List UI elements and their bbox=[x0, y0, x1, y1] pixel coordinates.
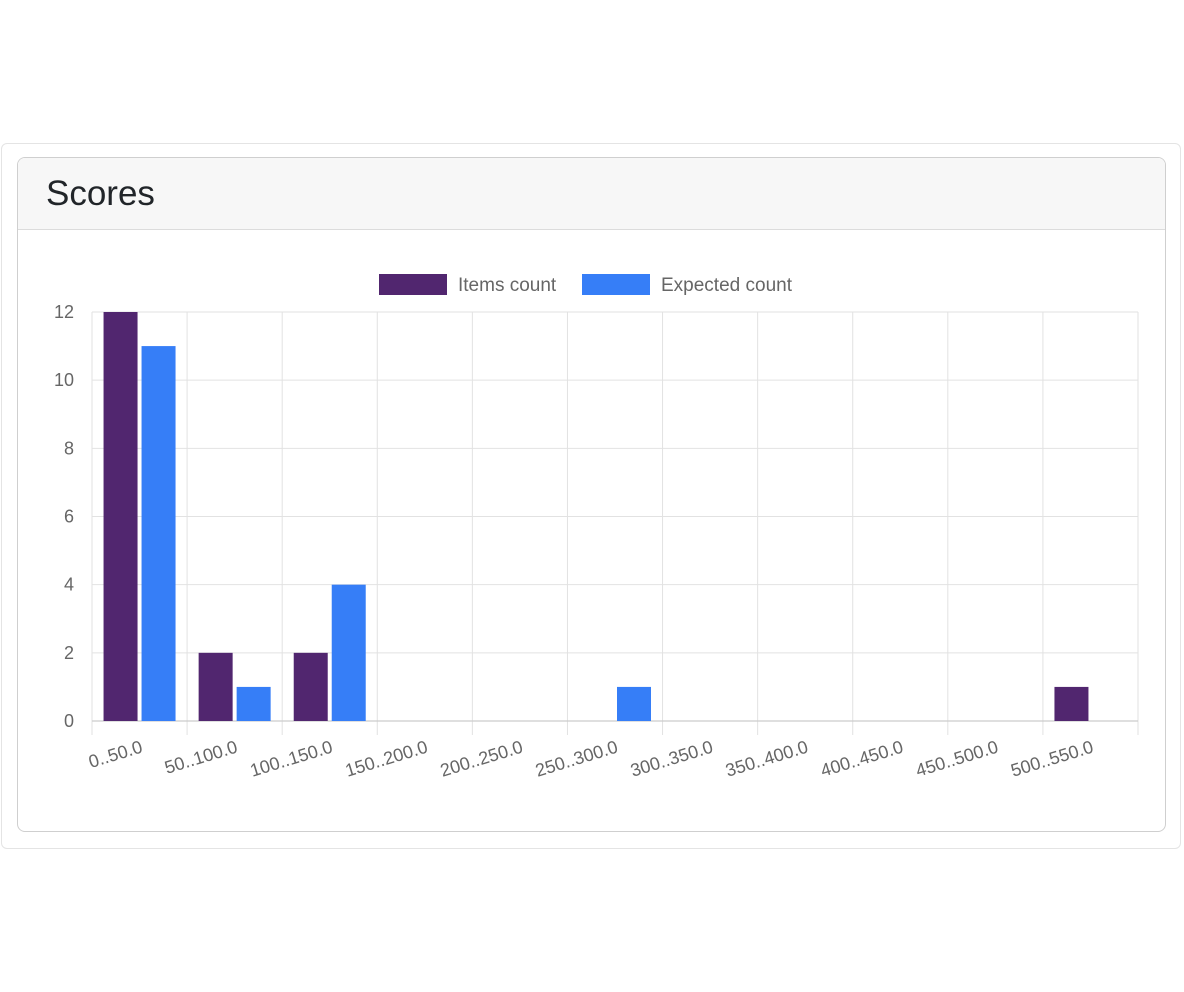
y-tick-label: 8 bbox=[64, 438, 74, 458]
bar-items-count bbox=[1054, 686, 1089, 721]
x-tick-label: 50..100.0 bbox=[162, 737, 240, 778]
legend-swatch-expected-count bbox=[582, 274, 650, 295]
x-tick-label: 100..150.0 bbox=[248, 737, 335, 781]
x-tick-label: 400..450.0 bbox=[818, 737, 905, 781]
legend-label-items-count: Items count bbox=[458, 275, 557, 296]
x-tick-label: 350..400.0 bbox=[723, 737, 810, 781]
y-tick-label: 12 bbox=[54, 302, 74, 322]
bar-expected-count bbox=[141, 346, 176, 721]
bar-items-count bbox=[103, 312, 138, 721]
card-header: Scores bbox=[18, 158, 1165, 230]
x-tick-label: 300..350.0 bbox=[628, 737, 715, 781]
y-tick-label: 2 bbox=[64, 643, 74, 663]
bar-expected-count bbox=[236, 686, 271, 721]
y-tick-label: 0 bbox=[64, 711, 74, 731]
y-tick-label: 6 bbox=[64, 507, 74, 527]
card-title: Scores bbox=[46, 174, 155, 213]
x-tick-label: 150..200.0 bbox=[343, 737, 430, 781]
x-tick-label: 450..500.0 bbox=[913, 737, 1000, 781]
legend-swatch-items-count bbox=[379, 274, 447, 295]
x-tick-label: 500..550.0 bbox=[1008, 737, 1095, 781]
x-tick-label: 200..250.0 bbox=[438, 737, 525, 781]
legend-label-expected-count: Expected count bbox=[661, 275, 793, 296]
bar-items-count bbox=[198, 652, 233, 721]
x-tick-label: 0..50.0 bbox=[86, 737, 144, 772]
x-tick-label: 250..300.0 bbox=[533, 737, 620, 781]
y-tick-label: 4 bbox=[64, 575, 74, 595]
y-tick-label: 10 bbox=[54, 370, 74, 390]
bar-expected-count bbox=[617, 686, 651, 721]
bar-items-count bbox=[293, 652, 328, 721]
bar-expected-count bbox=[331, 584, 366, 721]
